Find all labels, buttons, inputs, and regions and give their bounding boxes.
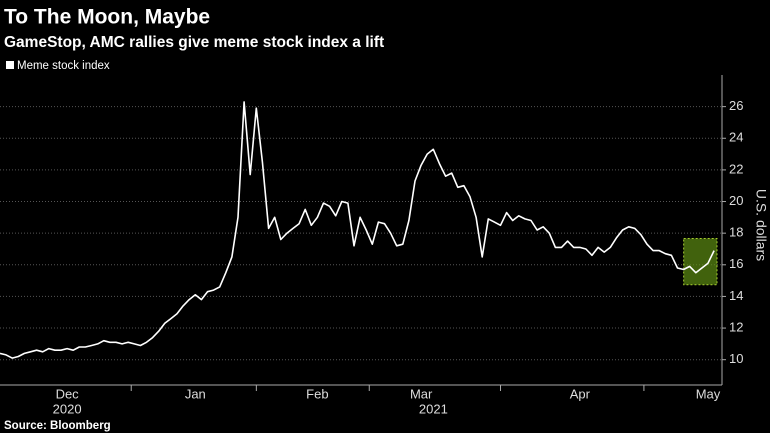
y-axis-label: U.S. dollars: [753, 189, 769, 261]
y-tick-label: 20: [729, 193, 743, 208]
x-group-label: 2021: [419, 401, 448, 416]
x-tick-label: Mar: [410, 386, 433, 401]
x-tick-label: Dec: [56, 386, 80, 401]
x-tick-label: May: [696, 386, 721, 401]
x-tick-label: Feb: [306, 386, 328, 401]
y-tick-label: 10: [729, 351, 743, 366]
y-tick-label: 14: [729, 288, 743, 303]
highlight-box: [683, 238, 718, 286]
x-tick-label: Apr: [570, 386, 591, 401]
x-group-label: 2020: [53, 401, 82, 416]
chart-title: To The Moon, Maybe: [4, 6, 210, 29]
chart-subtitle: GameStop, AMC rallies give meme stock in…: [4, 34, 384, 51]
legend-swatch: [6, 61, 14, 69]
source: Source: Bloomberg: [4, 420, 111, 432]
y-tick-label: 12: [729, 319, 743, 334]
y-tick-label: 16: [729, 256, 743, 271]
y-tick-label: 26: [729, 98, 743, 113]
legend-label: Meme stock index: [17, 60, 110, 72]
y-tick-label: 22: [729, 161, 743, 176]
x-tick-label: Jan: [185, 386, 206, 401]
y-tick-label: 18: [729, 225, 743, 240]
y-tick-label: 24: [729, 130, 743, 145]
line: [0, 101, 715, 359]
